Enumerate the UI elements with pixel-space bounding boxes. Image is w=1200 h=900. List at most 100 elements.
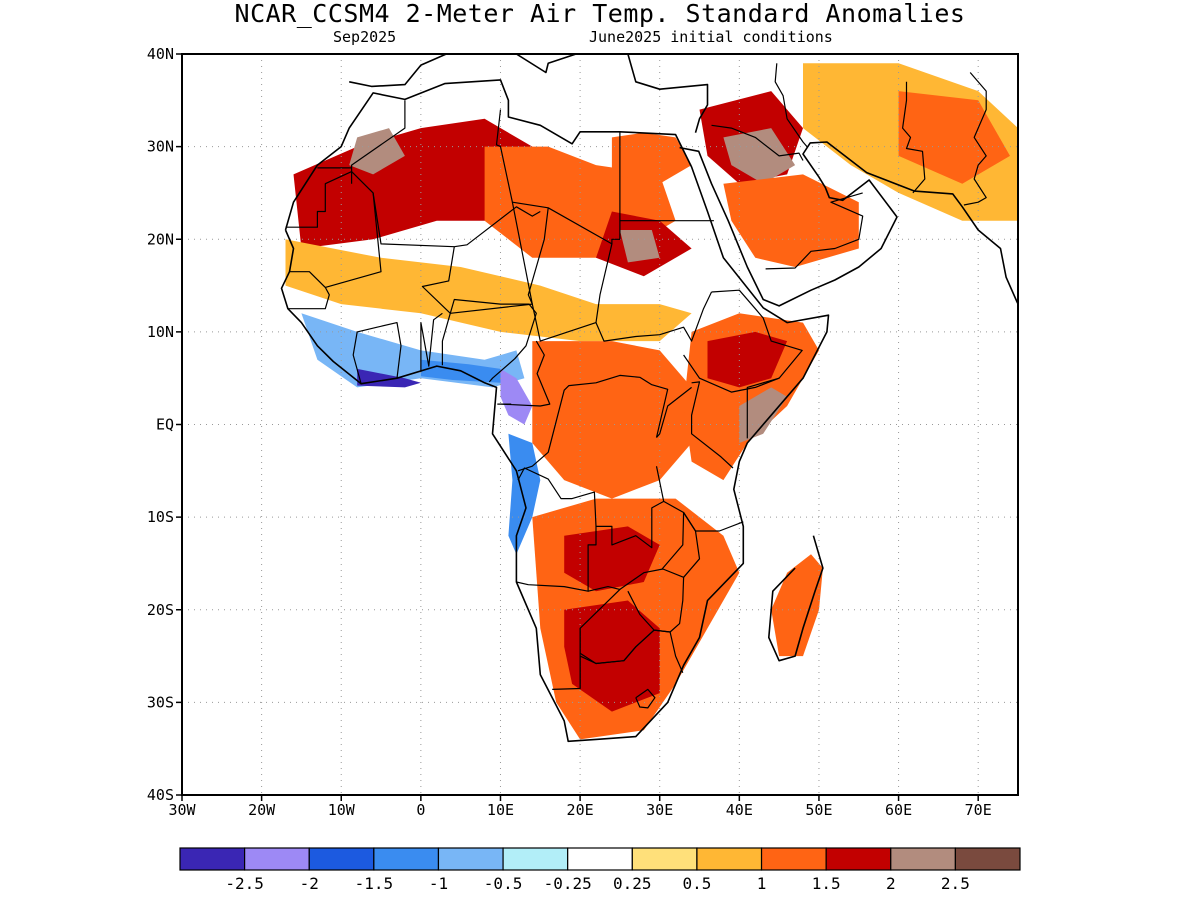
lon-tick-label: 10W bbox=[328, 801, 356, 819]
coastline-europe-south bbox=[349, 54, 447, 88]
lon-tick-label: 30W bbox=[168, 801, 196, 819]
colorbar-swatch bbox=[567, 847, 633, 871]
border-algeria-north bbox=[351, 100, 406, 184]
map-title: NCAR_CCSM4 2-Meter Air Temp. Standard An… bbox=[234, 0, 966, 28]
border-uganda-drc bbox=[656, 386, 692, 438]
colorbar-label: -0.5 bbox=[484, 874, 523, 893]
border-iran-iraq bbox=[774, 63, 808, 147]
lat-tick-label: 20S bbox=[147, 601, 174, 619]
anomaly-region-sahel-warm bbox=[285, 239, 692, 342]
border-kenya-tanzania bbox=[690, 381, 734, 469]
anomaly-region-arabia-south bbox=[723, 174, 859, 267]
border-ethiopia bbox=[683, 289, 803, 393]
border-mali-algeria bbox=[372, 192, 541, 248]
lat-tick-label: EQ bbox=[156, 416, 174, 434]
lon-tick-label: 20W bbox=[248, 801, 276, 819]
coastline-africa bbox=[280, 79, 830, 743]
border-west-africa-inner bbox=[352, 322, 402, 384]
border-niger bbox=[421, 202, 533, 314]
forecast-month: Sep2025 bbox=[333, 28, 397, 46]
anomaly-region-congo-coast-cold bbox=[500, 368, 533, 425]
border-mozambique-malawi bbox=[661, 511, 701, 578]
colorbar-label: 1 bbox=[757, 874, 767, 893]
anomaly-region-kenya-extreme bbox=[739, 387, 788, 443]
colorbar-label: -2 bbox=[300, 874, 319, 893]
lon-tick-label: 60E bbox=[885, 801, 912, 819]
colorbar-swatch bbox=[179, 847, 246, 871]
lat-tick-label: 20N bbox=[147, 230, 174, 248]
colorbar-swatch bbox=[760, 847, 827, 871]
colorbar-swatch bbox=[244, 847, 310, 871]
anomaly-region-guinea-coldest bbox=[357, 368, 421, 388]
colorbar-label: 0.5 bbox=[682, 874, 711, 893]
border-chad bbox=[527, 207, 613, 342]
initial-conditions-label: June2025 initial conditions bbox=[589, 28, 833, 46]
border-pakistan-india bbox=[963, 72, 987, 206]
colorbar-label: -2.5 bbox=[225, 874, 264, 893]
lat-tick-label: 40N bbox=[147, 45, 174, 63]
colorbar-label: -1.5 bbox=[355, 874, 394, 893]
map-frame bbox=[181, 53, 1019, 796]
colorbar-label: 2 bbox=[886, 874, 896, 893]
lat-tick-label: 10N bbox=[147, 323, 174, 341]
anomaly-region-angola-coast-cold bbox=[508, 433, 541, 555]
colorbar-swatch bbox=[373, 847, 440, 871]
anomaly-region-arabia-extreme bbox=[723, 128, 796, 184]
border-zambia-zimbabwe bbox=[619, 568, 685, 633]
coastline-madagascar bbox=[767, 535, 824, 662]
lat-tick-label: 30N bbox=[147, 138, 174, 156]
border-yemen-oman bbox=[765, 192, 864, 270]
border-somalia bbox=[746, 377, 780, 439]
border-iran-afghanistan bbox=[901, 81, 926, 194]
anomaly-region-sudan-extreme bbox=[619, 230, 660, 263]
colorbar-label: -1 bbox=[429, 874, 448, 893]
border-ghana-togo bbox=[420, 312, 443, 372]
coastline-italy-greece bbox=[515, 54, 577, 74]
lon-tick-label: 10E bbox=[487, 801, 514, 819]
colorbar-label: 2.5 bbox=[941, 874, 970, 893]
border-saudi-iraq bbox=[711, 124, 804, 161]
colorbar-swatch bbox=[825, 847, 892, 871]
colorbar-swatch bbox=[631, 847, 698, 871]
lat-tick-label: 40S bbox=[147, 786, 174, 804]
lon-tick-label: 50E bbox=[805, 801, 832, 819]
border-car-cameroon bbox=[497, 340, 551, 407]
colorbar-label: -0.25 bbox=[544, 874, 592, 893]
anomaly-region-kalahari-hot bbox=[564, 600, 660, 712]
colorbar-swatch bbox=[696, 847, 763, 871]
gridlines bbox=[182, 54, 1018, 795]
coastline-arabia bbox=[679, 141, 1018, 307]
lon-tick-label: 70E bbox=[965, 801, 992, 819]
lon-tick-label: 0 bbox=[416, 801, 425, 819]
border-mauritania bbox=[285, 171, 382, 288]
colorbar-swatch bbox=[954, 847, 1021, 871]
colorbar-label: 0.25 bbox=[613, 874, 652, 893]
coastline-turkey-levant bbox=[627, 54, 709, 133]
border-lesotho bbox=[635, 688, 656, 709]
anomaly-region-horn-hot bbox=[707, 331, 788, 388]
colorbar-swatch bbox=[890, 847, 956, 871]
lon-tick-label: 40E bbox=[726, 801, 753, 819]
colorbar-swatch bbox=[437, 847, 504, 871]
colorbar-swatch bbox=[308, 847, 375, 871]
lat-tick-label: 30S bbox=[147, 693, 174, 711]
anomaly-shading bbox=[285, 63, 1018, 740]
anomaly-region-madagascar-warm bbox=[771, 554, 823, 657]
anomaly-region-sahara-west-extreme bbox=[349, 128, 405, 175]
lat-tick-label: 10S bbox=[147, 508, 174, 526]
border-south-africa bbox=[579, 629, 684, 689]
border-senegal bbox=[287, 271, 330, 310]
anomaly-region-central-africa-hot bbox=[532, 341, 692, 499]
border-sudan-ssudan bbox=[595, 291, 713, 342]
colorbar: -2.5 -2 -1.5 -1 -0.5 -0.25 0.25 0.5 1 1.5 2 2.5 bbox=[179, 847, 1021, 893]
colorbar-swatch bbox=[502, 847, 569, 871]
lon-tick-label: 20E bbox=[567, 801, 594, 819]
border-drc-north bbox=[517, 374, 669, 472]
colorbar-label: 1.5 bbox=[812, 874, 841, 893]
anomaly-region-egypt-north bbox=[611, 132, 692, 184]
border-nigeria bbox=[441, 298, 537, 383]
lon-tick-label: 30E bbox=[646, 801, 673, 819]
boundaries bbox=[280, 54, 1018, 743]
